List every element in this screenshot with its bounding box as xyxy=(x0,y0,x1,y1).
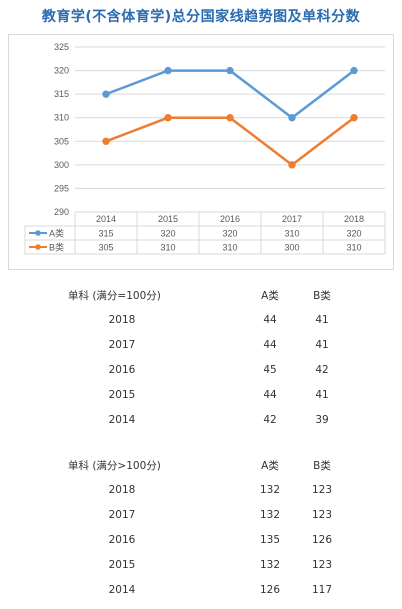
value-cell: 41 xyxy=(315,389,329,401)
data-point xyxy=(350,114,358,122)
table-row: 2014 126 117 xyxy=(0,584,402,600)
table-row: 2017 132 123 xyxy=(0,509,402,525)
data-point xyxy=(102,90,110,98)
y-tick-label: 320 xyxy=(54,66,69,76)
table-row: 2015 44 41 xyxy=(0,389,402,405)
year-cell: 2015 xyxy=(108,389,136,401)
data-table-value: 310 xyxy=(346,243,361,253)
chart-svg: 325 320 315 310 305 300 295 290 2014 2015 2016 2017… xyxy=(24,42,386,255)
legend-label: B类 xyxy=(49,242,64,253)
table-row: 2018 132 123 xyxy=(0,484,402,500)
legend-key-marker xyxy=(35,244,41,250)
y-tick-label: 295 xyxy=(54,183,69,193)
y-tick-label: 290 xyxy=(54,207,69,217)
value-cell: 42 xyxy=(263,414,277,426)
line-chart: 325 320 315 310 305 300 295 290 2014 2015 2016 2017… xyxy=(8,34,394,270)
year-cell: 2017 xyxy=(108,339,136,351)
year-cell: 2016 xyxy=(108,364,136,376)
data-point xyxy=(288,161,296,169)
x-tick-label: 2018 xyxy=(344,214,364,224)
data-point xyxy=(164,114,172,122)
table-row: 2016 45 42 xyxy=(0,364,402,380)
data-table-value: 310 xyxy=(222,243,237,253)
data-table-value: 305 xyxy=(98,243,113,253)
value-cell: 123 xyxy=(311,484,333,496)
value-cell: A类 xyxy=(261,290,279,302)
y-tick-label: 325 xyxy=(54,42,69,52)
value-cell: 126 xyxy=(259,584,281,596)
x-tick-label: 2015 xyxy=(158,214,178,224)
legend-label: A类 xyxy=(49,228,64,239)
x-tick-label: 2017 xyxy=(282,214,302,224)
data-table-value: 300 xyxy=(284,243,299,253)
y-tick-label: 300 xyxy=(54,160,69,170)
value-cell: 126 xyxy=(311,534,333,546)
value-cell: 41 xyxy=(315,314,329,326)
year-cell: 2015 xyxy=(108,559,136,571)
legend-key-marker xyxy=(35,230,41,236)
year-cell: 2018 xyxy=(108,484,136,496)
x-tick-label: 2014 xyxy=(96,214,116,224)
value-cell: 123 xyxy=(311,509,333,521)
data-point xyxy=(226,66,234,75)
value-cell: 117 xyxy=(311,584,333,596)
data-point xyxy=(164,66,172,75)
value-cell: 132 xyxy=(259,509,281,521)
y-tick-label: 305 xyxy=(54,136,69,146)
value-cell: 44 xyxy=(263,389,277,401)
value-cell: 135 xyxy=(259,534,281,546)
table-row: 2014 42 39 xyxy=(0,414,402,430)
data-point xyxy=(226,114,234,122)
year-cell: 2014 xyxy=(108,584,136,596)
data-table-value: 320 xyxy=(346,229,361,239)
value-cell: 123 xyxy=(311,559,333,571)
year-cell: 2017 xyxy=(108,509,136,521)
table-header-row: 单科 (满分>100分) A类 B类 xyxy=(0,458,402,474)
x-tick-label: 2016 xyxy=(220,214,240,224)
year-cell: 2014 xyxy=(108,414,136,426)
value-cell: 132 xyxy=(259,484,281,496)
value-cell: 45 xyxy=(263,364,277,376)
value-cell: 44 xyxy=(263,314,277,326)
data-table-value: 320 xyxy=(222,229,237,239)
data-point xyxy=(288,114,296,122)
table-title-cell: 单科 (满分=100分) xyxy=(68,290,161,302)
data-point xyxy=(102,137,110,145)
data-table-value: 320 xyxy=(160,229,175,239)
y-tick-label: 315 xyxy=(54,89,69,99)
table-row: 2018 44 41 xyxy=(0,314,402,330)
page-title: 教育学(不含体育学)总分国家线趋势图及单科分数 xyxy=(41,9,361,25)
data-point xyxy=(350,66,358,75)
data-table-value: 310 xyxy=(160,243,175,253)
value-cell: B类 xyxy=(313,290,331,302)
table-row: 2015 132 123 xyxy=(0,559,402,575)
value-cell: B类 xyxy=(313,460,331,472)
value-cell: 41 xyxy=(315,339,329,351)
value-cell: A类 xyxy=(261,460,279,472)
y-tick-label: 310 xyxy=(54,113,69,123)
table-title-cell: 单科 (满分>100分) xyxy=(68,460,161,472)
value-cell: 132 xyxy=(259,559,281,571)
year-cell: 2018 xyxy=(108,314,136,326)
year-cell: 2016 xyxy=(108,534,136,546)
value-cell: 44 xyxy=(263,339,277,351)
table-header-row: 单科 (满分=100分) A类 B类 xyxy=(0,288,402,304)
value-cell: 39 xyxy=(315,414,329,426)
table-row: 2017 44 41 xyxy=(0,339,402,355)
data-table-value: 310 xyxy=(284,229,299,239)
data-table-value: 315 xyxy=(98,229,113,239)
table-row: 2016 135 126 xyxy=(0,534,402,550)
value-cell: 42 xyxy=(315,364,329,376)
